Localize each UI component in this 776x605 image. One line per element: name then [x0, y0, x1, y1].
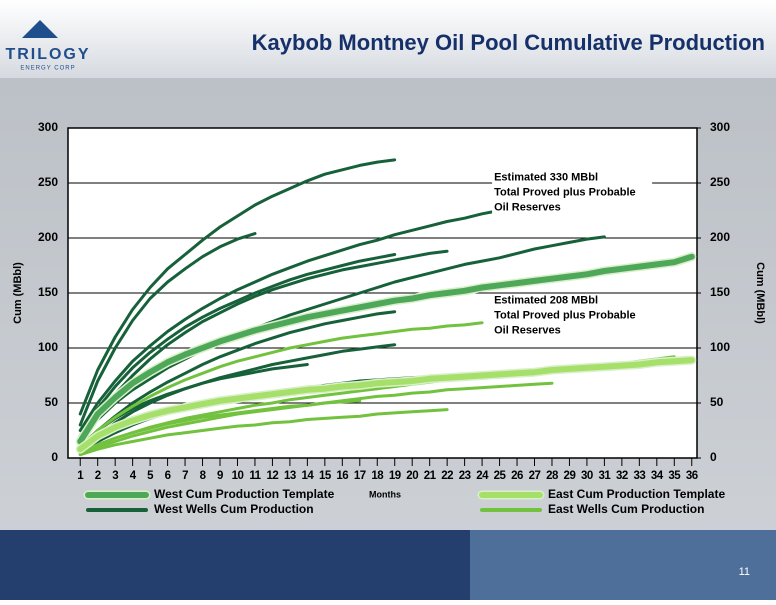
x-tick-label: 27	[529, 470, 541, 482]
annotation: Estimated 208 MBbl	[494, 295, 598, 307]
x-tick-label: 17	[354, 470, 366, 482]
well-line	[78, 399, 362, 454]
x-tick-label: 10	[232, 470, 244, 482]
x-tick-label: 32	[616, 470, 628, 482]
x-tick-label: 1	[77, 470, 84, 482]
logo-icon	[22, 20, 58, 38]
annotation: Total Proved plus Probable	[494, 310, 636, 322]
x-tick-label: 15	[319, 470, 332, 482]
y-tick-label: 200	[38, 230, 58, 244]
y-tick-label: 100	[38, 340, 58, 354]
template-line	[77, 357, 695, 453]
y2-tick-label: 200	[710, 230, 730, 244]
x-tick-label: 7	[182, 470, 188, 482]
header-band	[0, 0, 776, 78]
annotation-bg	[492, 323, 653, 338]
well-line	[78, 408, 449, 457]
annotation: Total Proved plus Probable	[494, 186, 636, 198]
legend-label: East Cum Production Template	[548, 487, 725, 501]
well-line	[78, 158, 397, 416]
x-tick-label: 23	[459, 470, 471, 482]
y-tick-label: 50	[45, 395, 59, 409]
page-number: 11	[739, 566, 750, 578]
x-tick-label: 18	[371, 470, 384, 482]
annotation: Oil Reserves	[494, 201, 561, 213]
x-tick-label: 26	[511, 470, 523, 482]
y2-tick-label: 300	[710, 120, 730, 134]
well-line	[78, 310, 397, 449]
x-tick-label: 3	[112, 470, 118, 482]
footer-photo	[470, 530, 776, 600]
x-tick-label: 34	[651, 470, 664, 482]
y2-tick-label: 250	[710, 175, 730, 189]
annotation-bg	[492, 293, 653, 308]
y-tick-label: 250	[38, 175, 58, 189]
annotation: Oil Reserves	[494, 325, 561, 337]
x-tick-label: 25	[494, 470, 507, 482]
x-tick-label: 36	[686, 470, 698, 482]
well-line	[78, 235, 606, 443]
y2-tick-label: 100	[710, 340, 730, 354]
logo-subtext: ENERGY CORP	[20, 66, 75, 72]
legend-label: West Cum Production Template	[154, 487, 335, 501]
legend-label: West Wells Cum Production	[154, 502, 314, 516]
slide-title: Kaybob Montney Oil Pool Cumulative Produ…	[252, 30, 765, 55]
x-tick-label: 24	[476, 470, 489, 482]
x-tick-label: 12	[267, 470, 279, 482]
well-line	[78, 343, 397, 451]
x-tick-label: 9	[217, 470, 223, 482]
well-line	[78, 205, 519, 432]
x-axis-label: Months	[369, 489, 401, 499]
x-tick-label: 33	[633, 470, 645, 482]
x-tick-label: 30	[581, 470, 593, 482]
template-line	[77, 253, 695, 445]
x-tick-label: 4	[130, 470, 137, 482]
x-tick-label: 35	[668, 470, 681, 482]
x-tick-label: 6	[165, 470, 171, 482]
y2-tick-label: 0	[710, 450, 717, 464]
y2-axis-label: Cum (MBbl)	[754, 262, 766, 324]
y-tick-label: 150	[38, 285, 58, 299]
well-line	[78, 232, 257, 427]
y2-tick-label: 50	[710, 395, 724, 409]
x-tick-label: 20	[406, 470, 418, 482]
y2-tick-label: 150	[710, 285, 730, 299]
x-tick-label: 29	[564, 470, 576, 482]
annotation: Estimated 330 MBbl	[494, 171, 598, 183]
x-tick-label: 8	[200, 470, 207, 482]
x-tick-label: 16	[336, 470, 348, 482]
well-line	[78, 249, 449, 438]
annotation-bg	[492, 170, 653, 185]
y-tick-label: 300	[38, 120, 58, 134]
x-tick-label: 31	[598, 470, 611, 482]
annotation-bg	[492, 200, 653, 215]
well-line	[78, 253, 397, 438]
x-tick-label: 19	[389, 470, 401, 482]
x-tick-label: 11	[249, 470, 261, 482]
x-tick-label: 13	[284, 470, 296, 482]
annotation-bg	[492, 185, 653, 200]
x-tick-label: 2	[95, 470, 101, 482]
x-tick-label: 22	[441, 470, 453, 482]
annotation-bg	[492, 308, 653, 323]
x-tick-label: 28	[546, 470, 559, 482]
y-axis-label: Cum (MBbl)	[12, 262, 24, 324]
legend-label: East Wells Cum Production	[548, 502, 704, 516]
x-tick-label: 5	[147, 470, 154, 482]
well-line	[78, 321, 484, 449]
y-tick-label: 0	[51, 450, 58, 464]
x-tick-label: 21	[424, 470, 437, 482]
logo-text: TRILOGY	[5, 46, 90, 63]
x-tick-label: 14	[301, 470, 314, 482]
